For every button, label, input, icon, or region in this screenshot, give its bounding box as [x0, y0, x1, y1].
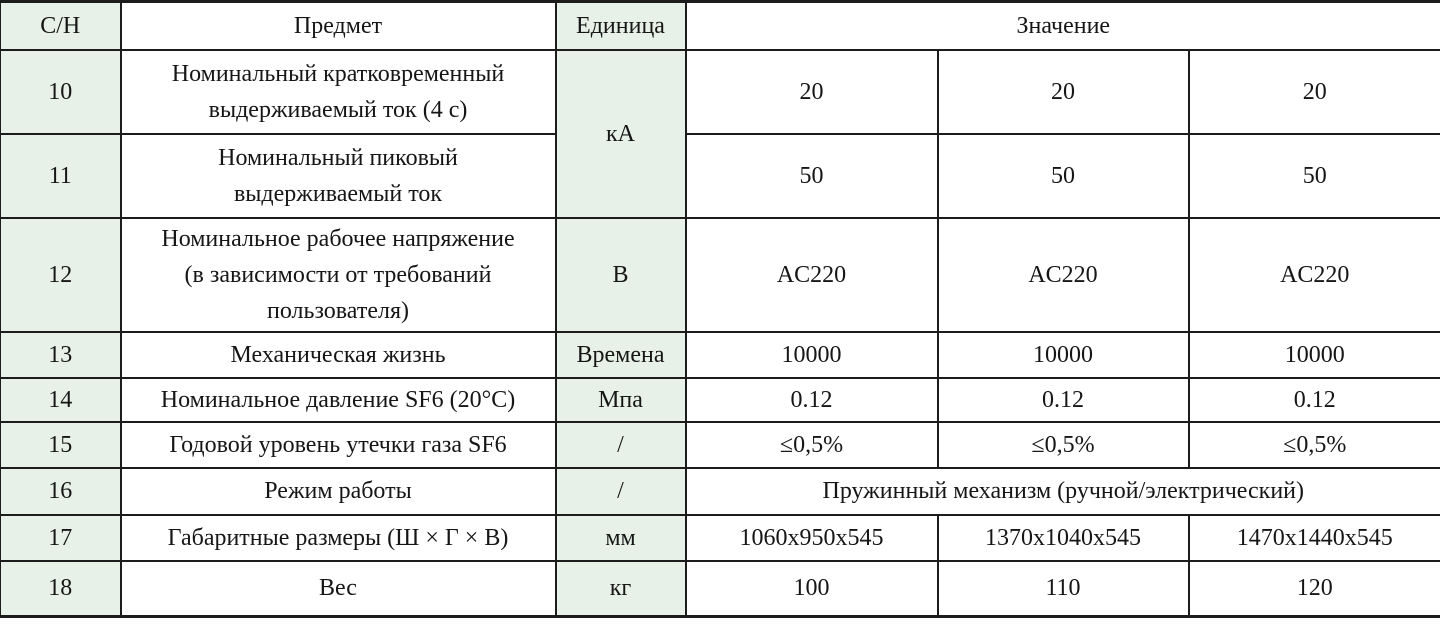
cell-value-18-1: 100 [684, 559, 939, 618]
cell-item-11: Номинальный пиковый выдерживаемый ток [119, 132, 557, 219]
cell-value-11-1: 50 [684, 132, 939, 219]
cell-value-13-1: 10000 [684, 330, 939, 379]
cell-sn-17: 17 [0, 513, 122, 562]
spec-table: С/Н Предмет Единица Значение 10 Номиналь… [0, 0, 1440, 618]
cell-sn-13: 13 [0, 330, 122, 379]
cell-value-17-2: 1370x1040x545 [936, 513, 1190, 562]
cell-item-12: Номинальное рабочее напряжение (в зависи… [119, 216, 557, 333]
cell-sn-14: 14 [0, 376, 122, 423]
cell-value-15-3: ≤0,5% [1187, 420, 1440, 469]
cell-value-10-2: 20 [936, 48, 1190, 135]
cell-value-18-3: 120 [1187, 559, 1440, 618]
cell-value-10-3: 20 [1187, 48, 1440, 135]
cell-value-13-2: 10000 [936, 330, 1190, 379]
cell-value-12-3: AC220 [1187, 216, 1440, 333]
cell-sn-18: 18 [0, 559, 122, 618]
cell-value-17-3: 1470x1440x545 [1187, 513, 1440, 562]
cell-unit-12: В [554, 216, 687, 333]
cell-value-14-2: 0.12 [936, 376, 1190, 423]
table-row-11: 11 Номинальный пиковый выдерживаемый ток… [0, 132, 1440, 219]
cell-unit-18: кг [554, 559, 687, 618]
cell-value-15-2: ≤0,5% [936, 420, 1190, 469]
cell-value-13-3: 10000 [1187, 330, 1440, 379]
cell-value-11-2: 50 [936, 132, 1190, 219]
cell-item-18: Вес [119, 559, 557, 618]
header-item: Предмет [119, 0, 557, 51]
cell-unit-16: / [554, 466, 687, 516]
table-header-row: С/Н Предмет Единица Значение [0, 0, 1440, 51]
header-value: Значение [684, 0, 1440, 51]
table-row-13: 13 Механическая жизнь Времена 10000 1000… [0, 330, 1440, 379]
cell-value-12-1: AC220 [684, 216, 939, 333]
header-sn: С/Н [0, 0, 122, 51]
header-unit: Единица [554, 0, 687, 51]
cell-value-18-2: 110 [936, 559, 1190, 618]
cell-value-14-3: 0.12 [1187, 376, 1440, 423]
cell-unit-13: Времена [554, 330, 687, 379]
table-row-18: 18 Вес кг 100 110 120 [0, 559, 1440, 618]
cell-item-17: Габаритные размеры (Ш × Г × В) [119, 513, 557, 562]
table-row-10: 10 Номинальный кратковременный выдержива… [0, 48, 1440, 219]
cell-sn-10: 10 [0, 48, 122, 135]
cell-item-14: Номинальное давление SF6 (20°C) [119, 376, 557, 423]
cell-unit-10-11: кА [554, 48, 687, 219]
cell-value-12-2: AC220 [936, 216, 1190, 333]
table-row-17: 17 Габаритные размеры (Ш × Г × В) мм 106… [0, 513, 1440, 562]
table-row-16: 16 Режим работы / Пружинный механизм (ру… [0, 466, 1440, 516]
cell-value-14-1: 0.12 [684, 376, 939, 423]
cell-value-16-span: Пружинный механизм (ручной/электрический… [684, 466, 1440, 516]
cell-value-17-1: 1060x950x545 [684, 513, 939, 562]
cell-sn-16: 16 [0, 466, 122, 516]
cell-value-15-1: ≤0,5% [684, 420, 939, 469]
table-row-12: 12 Номинальное рабочее напряжение (в зав… [0, 216, 1440, 333]
cell-item-15: Годовой уровень утечки газа SF6 [119, 420, 557, 469]
cell-item-16: Режим работы [119, 466, 557, 516]
cell-value-10-1: 20 [684, 48, 939, 135]
cell-value-11-3: 50 [1187, 132, 1440, 219]
cell-sn-11: 11 [0, 132, 122, 219]
cell-unit-17: мм [554, 513, 687, 562]
table-row-15: 15 Годовой уровень утечки газа SF6 / ≤0,… [0, 420, 1440, 469]
cell-unit-15: / [554, 420, 687, 469]
table-row-14: 14 Номинальное давление SF6 (20°C) Мпа 0… [0, 376, 1440, 423]
cell-item-13: Механическая жизнь [119, 330, 557, 379]
cell-sn-15: 15 [0, 420, 122, 469]
cell-sn-12: 12 [0, 216, 122, 333]
cell-unit-14: Мпа [554, 376, 687, 423]
cell-item-10: Номинальный кратковременный выдерживаемы… [119, 48, 557, 135]
